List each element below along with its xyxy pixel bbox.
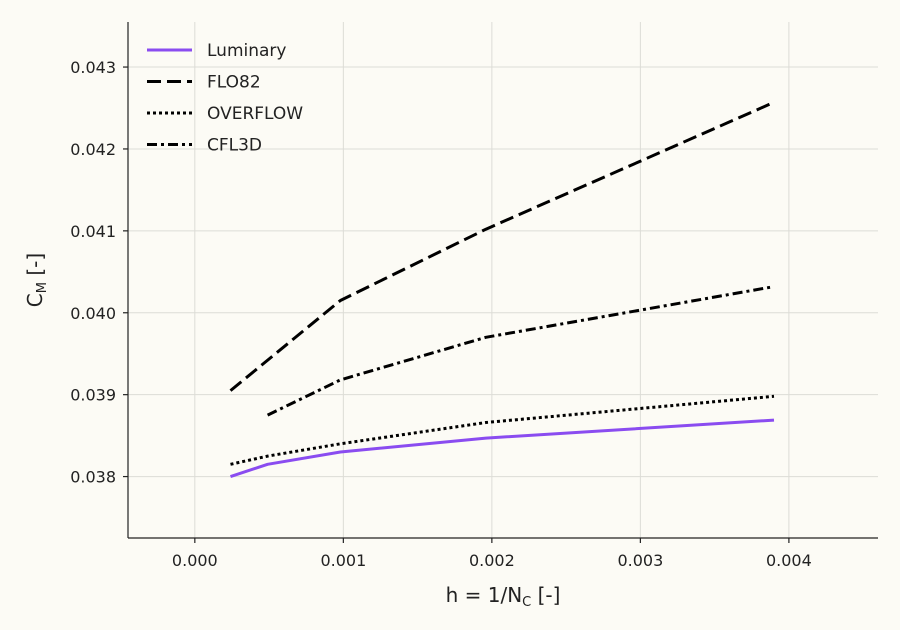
y-axis-label: CM [-] — [23, 253, 50, 307]
legend-label-overflow: OVERFLOW — [207, 104, 303, 124]
x-tick-label: 0.001 — [320, 551, 366, 570]
grid — [128, 22, 878, 538]
axes — [127, 22, 878, 539]
y-tick-label: 0.040 — [70, 304, 116, 323]
x-tick-label: 0.004 — [766, 551, 812, 570]
y-tick-label: 0.042 — [70, 140, 116, 159]
series-lines — [229, 100, 775, 479]
y-tick-label: 0.043 — [70, 58, 116, 77]
legend-label-cfl3d: CFL3D — [207, 136, 262, 156]
series-line-luminary — [230, 418, 775, 479]
series-line-flo82 — [229, 100, 775, 392]
legend-label-flo82: FLO82 — [207, 73, 261, 93]
series-line-cfl3d — [266, 285, 775, 417]
y-ticks: 0.038 0.039 0.040 0.041 0.042 0.043 — [70, 58, 128, 487]
x-tick-label: 0.002 — [469, 551, 515, 570]
legend-label-luminary: Luminary — [207, 41, 286, 61]
y-tick-label: 0.041 — [70, 222, 116, 241]
x-axis-label: h = 1/NC [-] — [446, 583, 561, 610]
x-tick-label: 0.000 — [172, 551, 218, 570]
y-tick-label: 0.038 — [70, 468, 116, 487]
x-ticks: 0.000 0.001 0.002 0.003 0.004 — [172, 538, 812, 570]
series-line-overflow — [230, 394, 775, 466]
x-tick-label: 0.003 — [617, 551, 663, 570]
legend: Luminary FLO82 OVERFLOW CFL3D — [147, 41, 303, 156]
y-tick-label: 0.039 — [70, 386, 116, 405]
